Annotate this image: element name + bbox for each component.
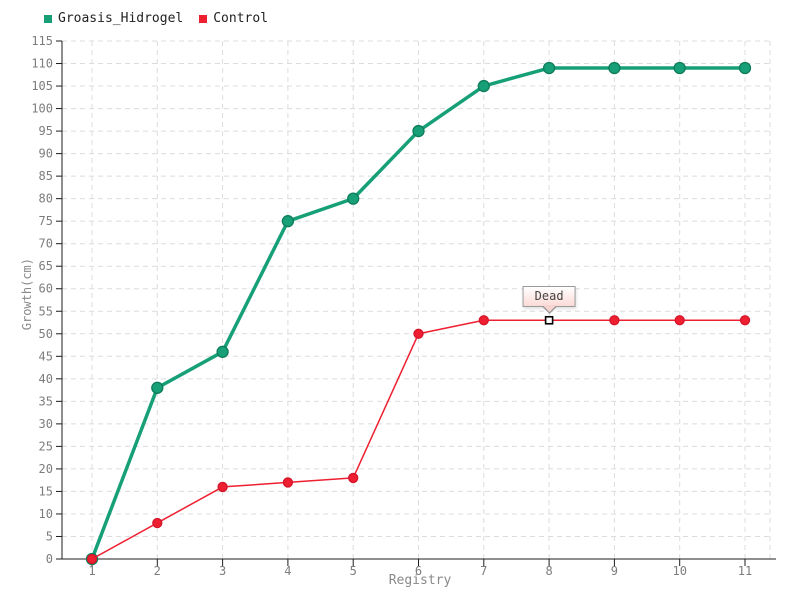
data-point[interactable] bbox=[608, 61, 621, 75]
svg-text:2: 2 bbox=[154, 564, 161, 578]
data-point[interactable] bbox=[86, 553, 98, 565]
svg-text:8: 8 bbox=[545, 564, 552, 578]
svg-text:100: 100 bbox=[31, 102, 53, 116]
svg-text:85: 85 bbox=[39, 169, 53, 183]
tooltip-dead: Dead bbox=[522, 286, 576, 308]
svg-text:70: 70 bbox=[39, 237, 53, 251]
svg-text:25: 25 bbox=[39, 439, 53, 453]
data-point[interactable] bbox=[216, 345, 229, 358]
svg-text:4: 4 bbox=[284, 564, 291, 578]
svg-text:10: 10 bbox=[672, 564, 686, 578]
data-point[interactable] bbox=[478, 315, 489, 326]
svg-text:95: 95 bbox=[39, 124, 53, 138]
svg-text:10: 10 bbox=[39, 507, 53, 521]
svg-text:3: 3 bbox=[219, 564, 226, 578]
svg-text:30: 30 bbox=[39, 417, 53, 431]
data-point[interactable] bbox=[477, 79, 490, 93]
x-axis-title: Registry bbox=[388, 573, 452, 588]
data-point[interactable] bbox=[348, 472, 359, 484]
svg-text:15: 15 bbox=[39, 484, 53, 498]
data-point[interactable] bbox=[738, 61, 752, 75]
svg-text:20: 20 bbox=[39, 462, 53, 476]
svg-text:115: 115 bbox=[31, 34, 53, 48]
svg-text:105: 105 bbox=[31, 79, 53, 93]
legend-label: Control bbox=[213, 11, 269, 26]
legend-label: Groasis_Hidrogel bbox=[58, 11, 184, 26]
svg-text:90: 90 bbox=[39, 147, 53, 161]
legend-item-groasis-hidrogel[interactable]: Groasis_Hidrogel bbox=[44, 11, 183, 26]
data-point[interactable] bbox=[542, 61, 556, 75]
svg-text:5: 5 bbox=[350, 564, 357, 578]
svg-text:45: 45 bbox=[39, 349, 53, 363]
legend-swatch-icon bbox=[44, 14, 52, 23]
legend: Groasis_Hidrogel Control bbox=[44, 11, 268, 26]
svg-text:60: 60 bbox=[39, 282, 53, 296]
legend-swatch-icon bbox=[199, 14, 208, 23]
svg-text:9: 9 bbox=[611, 564, 618, 578]
data-point[interactable] bbox=[674, 315, 685, 326]
svg-text:35: 35 bbox=[39, 394, 53, 408]
svg-text:0: 0 bbox=[46, 552, 53, 566]
data-point[interactable] bbox=[347, 192, 360, 205]
data-point[interactable] bbox=[281, 215, 295, 228]
svg-text:1: 1 bbox=[88, 564, 95, 578]
svg-text:55: 55 bbox=[39, 304, 53, 318]
svg-text:40: 40 bbox=[39, 372, 53, 386]
data-point[interactable] bbox=[739, 315, 751, 326]
svg-text:5: 5 bbox=[46, 529, 53, 543]
data-point[interactable] bbox=[217, 481, 228, 493]
svg-text:65: 65 bbox=[39, 259, 53, 273]
data-point[interactable] bbox=[609, 315, 620, 326]
data-point[interactable] bbox=[152, 517, 163, 529]
svg-text:110: 110 bbox=[31, 57, 53, 71]
data-point[interactable] bbox=[282, 477, 294, 488]
svg-text:6: 6 bbox=[415, 564, 422, 578]
svg-text:50: 50 bbox=[39, 327, 53, 341]
data-point[interactable] bbox=[412, 124, 425, 138]
svg-text:7: 7 bbox=[480, 564, 487, 578]
dead-point-marker[interactable] bbox=[544, 315, 554, 325]
svg-text:80: 80 bbox=[39, 192, 53, 206]
data-point[interactable] bbox=[151, 381, 164, 394]
data-point[interactable] bbox=[413, 328, 424, 339]
data-point[interactable] bbox=[673, 61, 686, 75]
svg-text:75: 75 bbox=[39, 214, 53, 228]
legend-item-control[interactable]: Control bbox=[199, 11, 268, 26]
svg-text:11: 11 bbox=[738, 564, 752, 578]
